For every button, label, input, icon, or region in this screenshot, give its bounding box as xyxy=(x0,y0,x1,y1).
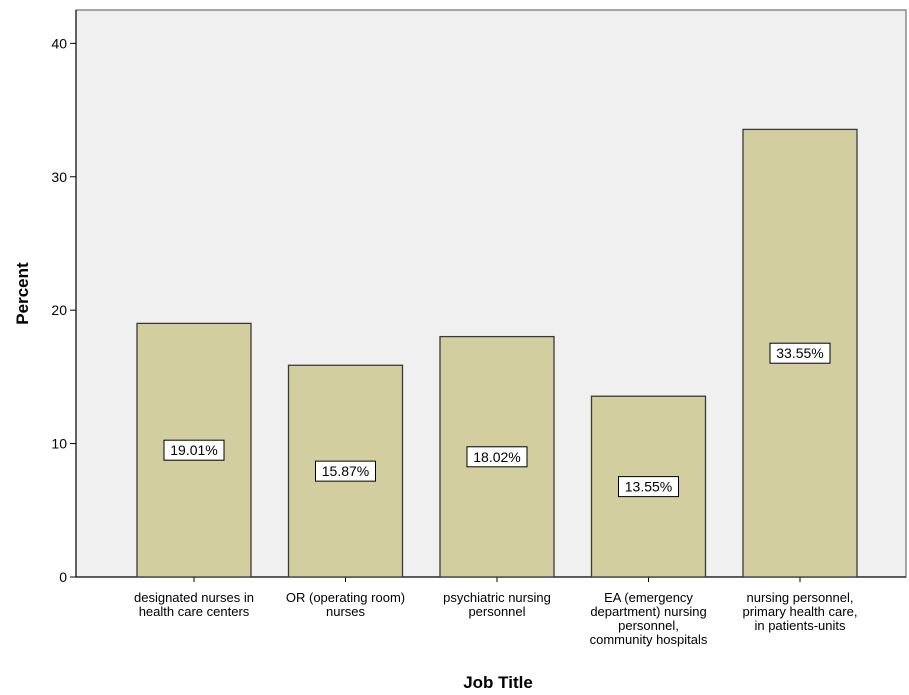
x-tick-label-line: personnel, xyxy=(618,618,679,633)
data-label-box xyxy=(769,342,831,364)
x-axis-title: Job Title xyxy=(463,673,533,692)
y-tick-label: 20 xyxy=(51,302,67,318)
x-tick-label-line: OR (operating room) xyxy=(286,590,405,605)
x-axis xyxy=(76,576,906,582)
y-axis: 0 10 20 30 40 xyxy=(51,10,77,585)
x-tick-label-line: EA (emergency xyxy=(604,590,693,605)
bars: 19.01% 15.87% 18.02% 13.55% 33.55% xyxy=(136,128,858,578)
x-tick-label-line: department) nursing xyxy=(590,604,706,619)
data-label-box xyxy=(618,476,679,498)
data-label: 13.55% xyxy=(625,479,672,495)
data-label-box xyxy=(466,446,528,468)
y-tick-label: 40 xyxy=(51,35,67,51)
data-label-box xyxy=(163,439,225,461)
data-label: 15.87% xyxy=(322,463,369,479)
x-tick-label-line: nurses xyxy=(326,604,366,619)
x-tick-label: designated nurses in health care centers xyxy=(134,590,254,619)
data-label: 18.02% xyxy=(473,449,520,465)
x-tick-label: OR (operating room) nurses xyxy=(286,590,405,619)
y-tick-label: 30 xyxy=(51,169,67,185)
x-tick-label: EA (emergency department) nursing personne… xyxy=(590,590,708,647)
data-label: 19.01% xyxy=(170,442,217,458)
x-tick-label-line: primary health care, xyxy=(743,604,858,619)
x-tick-label-line: psychiatric nursing xyxy=(443,590,551,605)
x-tick-label-line: nursing personnel, xyxy=(747,590,854,605)
data-label: 33.55% xyxy=(776,345,823,361)
y-tick-label: 0 xyxy=(59,569,67,585)
data-label-box xyxy=(315,460,376,482)
x-tick-label: psychiatric nursing personnel xyxy=(443,590,551,619)
x-tick-label: nursing personnel, primary health care, in… xyxy=(743,590,858,633)
x-tick-label-line: community hospitals xyxy=(590,632,708,647)
x-tick-label-line: in patients-units xyxy=(754,618,846,633)
x-tick-label-line: designated nurses in xyxy=(134,590,254,605)
x-tick-label-line: personnel xyxy=(468,604,525,619)
category-labels: designated nurses in health care centers O… xyxy=(134,590,857,647)
y-axis-title: Percent xyxy=(13,262,32,325)
x-tick-label-line: health care centers xyxy=(139,604,250,619)
y-tick-label: 10 xyxy=(51,436,67,452)
